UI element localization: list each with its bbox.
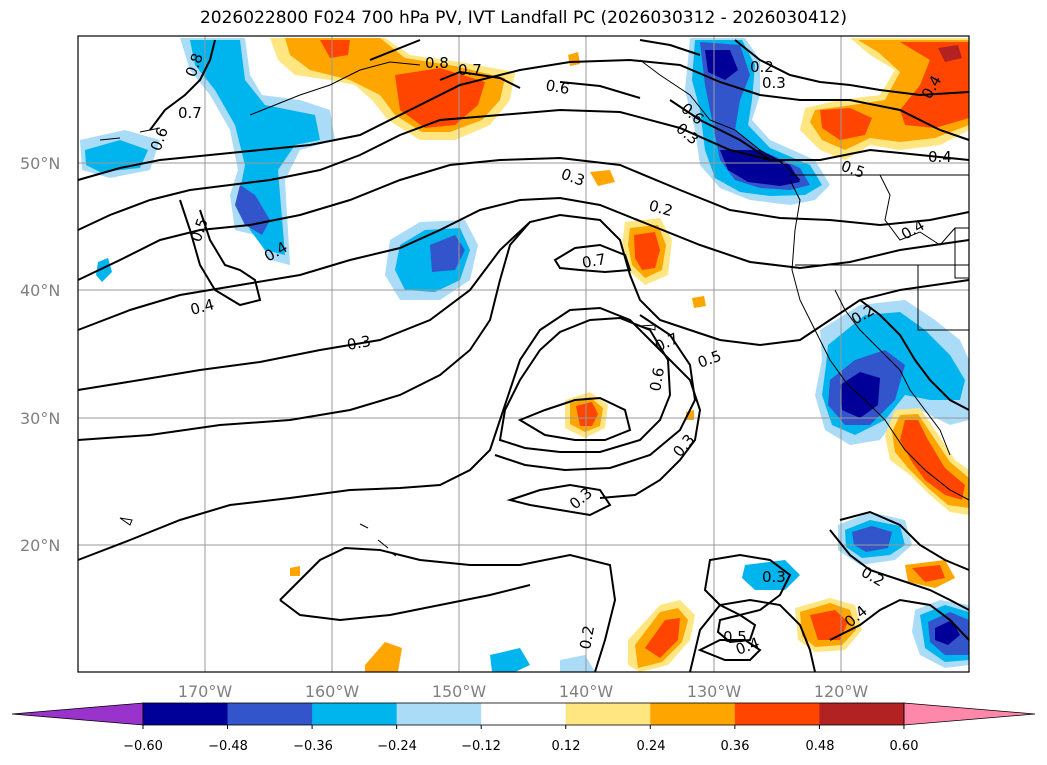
colorbar-segments <box>11 702 1036 729</box>
colorbar-segment <box>312 703 398 725</box>
colorbar-segment <box>565 703 651 725</box>
contour-label: 0.2 <box>750 58 774 76</box>
colorbar: −0.60 −0.48 −0.36 −0.24 −0.12 0.12 0.24 … <box>11 702 1036 754</box>
colorbar-segment <box>143 703 229 725</box>
lon-label-150w: 150°W <box>432 682 487 701</box>
map-title: 2026022800 F024 700 hPa PV, IVT Landfall… <box>199 8 847 28</box>
colorbar-segment <box>819 703 905 725</box>
lon-label-140w: 140°W <box>559 682 614 701</box>
longitude-labels: 170°W 160°W 150°W 140°W 130°W 120°W <box>178 682 869 701</box>
lat-label-50n: 50°N <box>20 154 60 173</box>
contour-label: 0.8 <box>425 54 449 72</box>
lat-label-20n: 20°N <box>20 536 60 555</box>
map-area: 0.8 0.7 0.6 0.6 0.7 0.3 0.2 0.4 0.5 0.4 … <box>77 35 970 673</box>
map-border <box>77 35 970 673</box>
latitude-labels: 50°N 40°N 30°N 20°N <box>20 154 60 555</box>
colorbar-tick: −0.36 <box>293 739 333 754</box>
colorbar-tick: −0.12 <box>461 739 501 754</box>
colorbar-segment <box>481 703 567 725</box>
colorbar-tick: 0.12 <box>552 739 581 754</box>
colorbar-tick-labels: −0.60 −0.48 −0.36 −0.24 −0.12 0.12 0.24 … <box>123 739 918 754</box>
colorbar-tick: −0.24 <box>377 739 417 754</box>
contour-label: 0.3 <box>762 568 786 586</box>
colorbar-extend-max <box>903 702 1036 726</box>
lat-label-40n: 40°N <box>20 281 60 300</box>
gridlines <box>78 36 969 672</box>
contour-label: 0.6 <box>544 76 571 98</box>
lon-label-120w: 120°W <box>814 682 869 701</box>
contour-label: 0.4 <box>928 148 952 166</box>
contour-label: 0.2 <box>576 624 598 651</box>
contour-label: 0.4 <box>188 295 216 319</box>
contour-label: 0.7 <box>178 104 202 122</box>
contour-label: 0.7 <box>581 250 608 272</box>
colorbar-extend-min <box>11 702 144 726</box>
lon-label-130w: 130°W <box>687 682 742 701</box>
colorbar-border <box>142 702 905 726</box>
colorbar-tick: 0.48 <box>806 739 835 754</box>
contour-label: 0.7 <box>458 61 482 79</box>
colorbar-segment <box>734 703 820 725</box>
colorbar-segment <box>650 703 736 725</box>
colorbar-tick: 0.60 <box>890 739 919 754</box>
colorbar-segment <box>396 703 482 725</box>
colorbar-tick: −0.60 <box>123 739 163 754</box>
colorbar-tick: 0.36 <box>721 739 750 754</box>
colorbar-segment <box>227 703 313 725</box>
contour-label: 0.2 <box>647 196 675 220</box>
contour-label: 0.3 <box>346 332 373 354</box>
contour-label: 0.3 <box>762 74 786 92</box>
colorbar-tick: −0.48 <box>208 739 248 754</box>
colorbar-tick: 0.24 <box>637 739 666 754</box>
lon-label-170w: 170°W <box>178 682 233 701</box>
lon-label-160w: 160°W <box>305 682 360 701</box>
positive-shading <box>270 38 969 672</box>
contour-label: 0.5 <box>723 628 747 646</box>
lat-label-30n: 30°N <box>20 409 60 428</box>
contour-label: 0.6 <box>646 366 668 393</box>
pv-contours <box>77 39 970 673</box>
